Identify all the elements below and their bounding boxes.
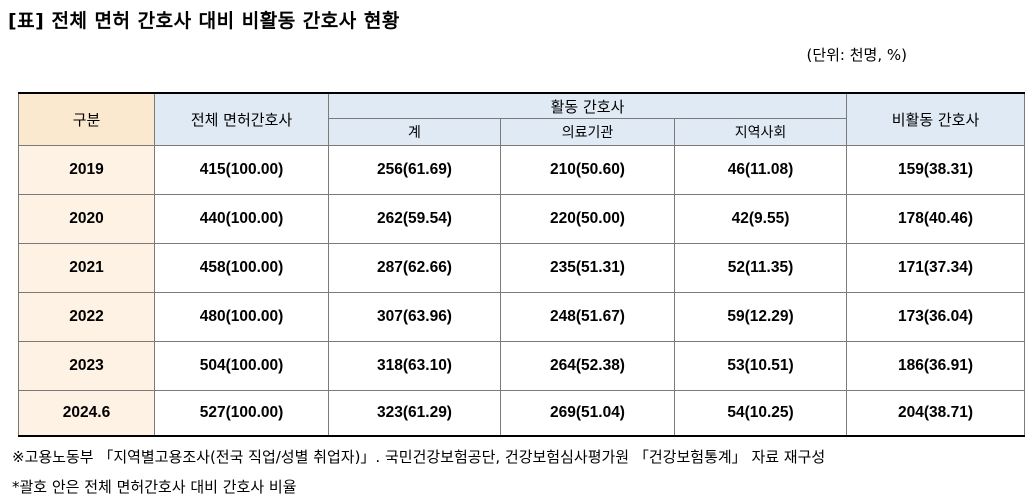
row-year: 2020: [18, 194, 155, 244]
header-medical-institution: 의료기관: [500, 118, 675, 146]
cell-inactive: 178(40.46): [846, 194, 1026, 244]
source-note: ※고용노동부 「지역별고용조사(전국 직업/성별 취업자)」. 국민건강보험공단…: [12, 448, 826, 466]
header-active-total: 계: [328, 118, 501, 146]
cell-total-licensed: 415(100.00): [154, 145, 329, 195]
cell-active-total: 256(61.69): [328, 145, 501, 195]
nurse-status-table: 구분 전체 면허간호사 활동 간호사 비활동 간호사 계 의료기관 지역사회 2…: [18, 92, 1026, 437]
cell-active-total: 318(63.10): [328, 341, 501, 391]
cell-active-total: 307(63.96): [328, 292, 501, 342]
cell-inactive: 204(38.71): [846, 390, 1026, 437]
header-total-licensed: 전체 면허간호사: [154, 92, 329, 146]
row-year: 2019: [18, 145, 155, 195]
cell-total-licensed: 480(100.00): [154, 292, 329, 342]
cell-total-licensed: 458(100.00): [154, 243, 329, 293]
cell-total-licensed: 527(100.00): [154, 390, 329, 437]
table-title: [표] 전체 면허 간호사 대비 비활동 간호사 현황: [8, 10, 400, 32]
row-year: 2022: [18, 292, 155, 342]
cell-inactive: 159(38.31): [846, 145, 1026, 195]
header-active-group: 활동 간호사: [327, 92, 848, 119]
cell-inactive: 173(36.04): [846, 292, 1026, 342]
cell-medical-institution: 210(50.60): [500, 145, 675, 195]
cell-community: 52(11.35): [673, 243, 848, 293]
row-year: 2024.6: [18, 390, 155, 437]
row-year: 2021: [18, 243, 155, 293]
cell-community: 54(10.25): [673, 390, 848, 437]
row-year: 2023: [18, 341, 155, 391]
cell-community: 42(9.55): [673, 194, 848, 244]
cell-medical-institution: 220(50.00): [500, 194, 675, 244]
table-row: 2019 415(100.00) 256(61.69) 210(50.60) 4…: [18, 145, 1026, 195]
cell-active-total: 323(61.29): [328, 390, 501, 437]
cell-medical-institution: 248(51.67): [500, 292, 675, 342]
cell-active-total: 262(59.54): [328, 194, 501, 244]
table-row: 2024.6 527(100.00) 323(61.29) 269(51.04)…: [18, 390, 1026, 437]
unit-label: (단위: 천명, %): [806, 46, 907, 64]
header-category: 구분: [18, 92, 155, 146]
cell-medical-institution: 264(52.38): [500, 341, 675, 391]
header-community: 지역사회: [673, 118, 848, 146]
table-row: 2023 504(100.00) 318(63.10) 264(52.38) 5…: [18, 341, 1026, 391]
cell-community: 59(12.29): [673, 292, 848, 342]
cell-medical-institution: 235(51.31): [500, 243, 675, 293]
cell-active-total: 287(62.66): [328, 243, 501, 293]
cell-total-licensed: 440(100.00): [154, 194, 329, 244]
header-inactive: 비활동 간호사: [846, 92, 1026, 146]
table-row: 2020 440(100.00) 262(59.54) 220(50.00) 4…: [18, 194, 1026, 244]
cell-medical-institution: 269(51.04): [500, 390, 675, 437]
cell-community: 46(11.08): [673, 145, 848, 195]
cell-inactive: 186(36.91): [846, 341, 1026, 391]
cell-total-licensed: 504(100.00): [154, 341, 329, 391]
table-row: 2022 480(100.00) 307(63.96) 248(51.67) 5…: [18, 292, 1026, 342]
footnote: *괄호 안은 전체 면허간호사 대비 간호사 비율: [12, 478, 297, 496]
cell-community: 53(10.51): [673, 341, 848, 391]
table-row: 2021 458(100.00) 287(62.66) 235(51.31) 5…: [18, 243, 1026, 293]
cell-inactive: 171(37.34): [846, 243, 1026, 293]
